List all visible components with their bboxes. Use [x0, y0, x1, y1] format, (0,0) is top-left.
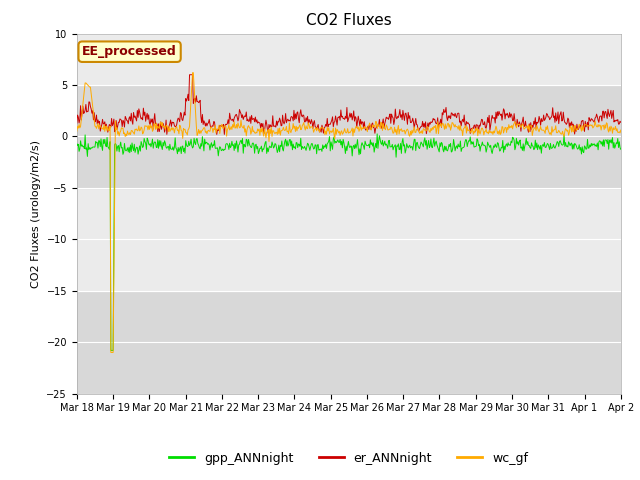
- Y-axis label: CO2 Fluxes (urology/m2/s): CO2 Fluxes (urology/m2/s): [31, 140, 41, 288]
- Bar: [77, 34, 621, 85]
- Bar: [77, 85, 621, 188]
- Legend: gpp_ANNnight, er_ANNnight, wc_gf: gpp_ANNnight, er_ANNnight, wc_gf: [164, 447, 533, 469]
- Text: EE_processed: EE_processed: [82, 45, 177, 58]
- Title: CO2 Fluxes: CO2 Fluxes: [306, 13, 392, 28]
- Bar: [77, 291, 621, 394]
- Bar: [77, 188, 621, 291]
